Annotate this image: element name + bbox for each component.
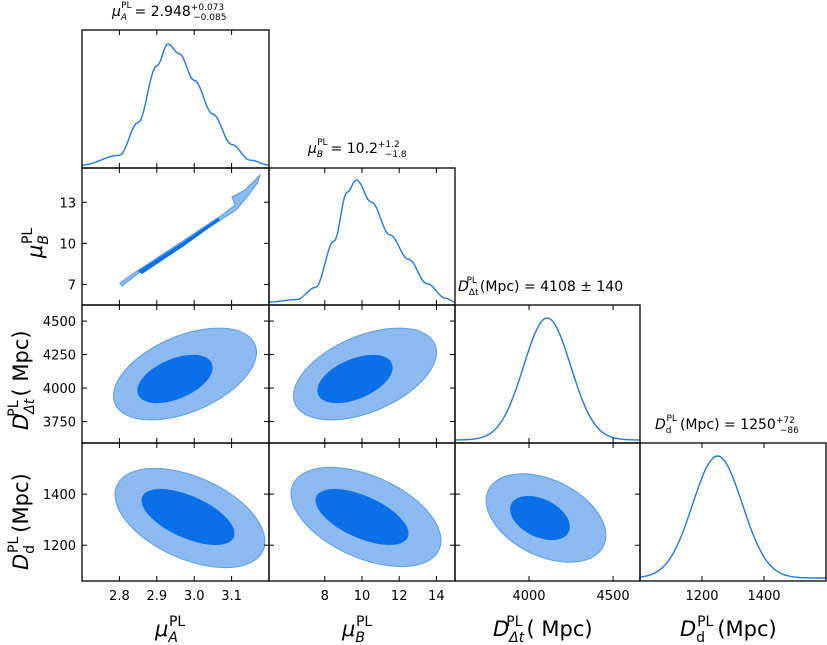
title-Ddt-sub: Δt xyxy=(469,288,479,298)
title-muA-minus: −0.085 xyxy=(193,13,226,23)
ylabel-Ddt: DΔtPL( Mpc) xyxy=(6,330,38,430)
xlabel-Dd: DdPL (Mpc) xyxy=(680,614,777,645)
title-muA: μA PL = 2.948+0.073 −0.085 xyxy=(111,1,226,23)
ytick-label-muB: 13 xyxy=(59,196,76,211)
contour-inner-Ddt-Dd xyxy=(510,495,570,541)
contour-inner-muB-Dd xyxy=(315,489,409,545)
ytick-label-Dd: 1400 xyxy=(43,488,76,503)
title-muA-value: = 2.948 xyxy=(135,4,191,20)
xtick-label-muA: 2.9 xyxy=(146,589,167,604)
xtick-label-Ddt: 4500 xyxy=(597,589,630,604)
contour-muB-Ddt xyxy=(292,327,438,421)
ylabel-Dd: DdPL(Mpc) xyxy=(6,473,38,570)
contour-muB-Dd xyxy=(290,466,442,568)
xtick-label-Dd: 1400 xyxy=(747,589,780,604)
panel-frame-muA-muB xyxy=(81,167,270,306)
xtick-label-muB: 14 xyxy=(428,589,445,604)
title-muA-symbol: μ xyxy=(111,4,121,20)
ytick-label-Ddt: 4000 xyxy=(43,382,76,397)
title-Ddt-sup: PL xyxy=(466,276,476,286)
title-Ddt: DΔt PL (Mpc) = 4108 ± 140 xyxy=(458,276,623,298)
title-Dd-minus: −86 xyxy=(780,426,799,436)
title-Dd-sup: PL xyxy=(667,414,677,424)
panel-frame-Dd xyxy=(639,442,827,582)
xtick-label-Ddt: 4000 xyxy=(512,589,545,604)
ytick-label-Dd: 1200 xyxy=(43,539,76,554)
contour-muA-Dd xyxy=(114,467,266,569)
marginal-curve-Dd xyxy=(639,455,826,579)
title-Ddt-symbol: D xyxy=(458,279,469,295)
marginal-curve-muA xyxy=(81,43,270,166)
title-muB-sup: PL xyxy=(317,138,327,148)
title-Dd-value: (Mpc) = 1250 xyxy=(680,417,776,433)
marginal-curve-Ddt xyxy=(455,317,640,441)
marginal-curves xyxy=(81,43,826,579)
xtick-label-muB: 12 xyxy=(391,589,408,604)
title-muB: μB PL = 10.2+1.2 −1.8 xyxy=(307,138,407,160)
contour-inner-muA-Dd xyxy=(141,489,235,545)
title-muA-plus: +0.073 xyxy=(191,3,224,13)
contour-Ddt-Dd xyxy=(485,473,607,563)
panel-frame-Ddt xyxy=(454,304,641,444)
xtick-label-muA: 2.8 xyxy=(109,589,130,604)
title-Ddt-text: (Mpc) = 4108 ± 140 xyxy=(480,279,623,295)
contour-layer xyxy=(112,173,607,569)
title-Dd-symbol: D xyxy=(655,417,666,433)
axis-ticks: 2.8 2.9 3.0 3.1 8 10 12 14 4000 4500 1200 1400 7 10 13… xyxy=(43,30,781,604)
xlabel-Ddt: DΔtPL( Mpc) xyxy=(493,614,593,645)
ytick-label-Ddt: 3750 xyxy=(43,416,76,431)
ytick-label-muB: 7 xyxy=(68,278,76,293)
title-muA-sub: A xyxy=(120,13,127,23)
xtick-label-muA: 3.0 xyxy=(184,589,205,604)
ytick-label-Ddt: 4500 xyxy=(43,315,76,330)
title-muB-sub: B xyxy=(317,150,323,160)
xlabel-muB: μBPL xyxy=(341,614,372,645)
panel-titles: μAPL = 2.948+0.073 −0.085 μBPL = 10.2+1.2 −1… xyxy=(111,1,799,436)
x-axis-labels: μAPL μBPL DΔtPL( Mpc) DdPL (Mpc) xyxy=(154,614,777,645)
xtick-label-Dd: 1200 xyxy=(685,589,718,604)
title-muB-value: = 10.2 xyxy=(331,141,378,157)
panel-frame-Ddt-Dd xyxy=(454,442,641,582)
title-muA-sup: PL xyxy=(121,1,131,11)
contour-inner-muA-muB xyxy=(138,218,220,274)
title-Dd-sub: d xyxy=(666,426,672,436)
ylabel-muB: μBPL xyxy=(20,228,52,259)
ytick-label-Ddt: 4250 xyxy=(43,349,76,364)
title-Dd-plus: +72 xyxy=(776,416,795,426)
title-muB-symbol: μ xyxy=(307,141,317,157)
ytick-label-muB: 10 xyxy=(59,237,76,252)
title-Dd: Dd PL (Mpc) = 1250+72 −86 xyxy=(655,414,799,436)
contour-muA-muB xyxy=(119,173,262,287)
xtick-label-muA: 3.1 xyxy=(221,589,242,604)
title-muB-plus: +1.2 xyxy=(378,140,400,150)
panel-frame-muB xyxy=(268,167,456,306)
marginal-curve-muB xyxy=(268,179,456,303)
contour-inner-muB-Ddt xyxy=(317,354,393,404)
title-muB-minus: −1.8 xyxy=(385,150,407,160)
contour-muA-Ddt xyxy=(112,327,258,421)
xtick-label-muB: 10 xyxy=(354,589,371,604)
y-axis-labels: μBPL DΔtPL( Mpc) DdPL(Mpc) xyxy=(6,228,52,570)
xtick-label-muB: 8 xyxy=(321,589,329,604)
contour-inner-muA-Ddt xyxy=(137,354,213,404)
xlabel-muA: μAPL xyxy=(154,614,185,645)
